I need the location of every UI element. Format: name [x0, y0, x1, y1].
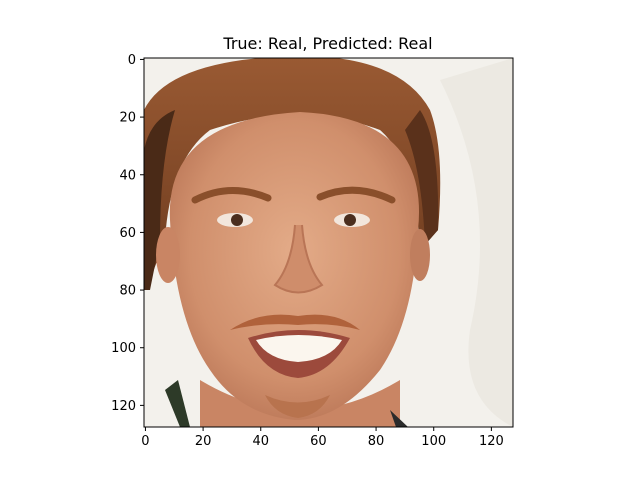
teeth — [256, 335, 342, 362]
y-tick-label: 40 — [119, 168, 136, 183]
y-tick-label: 80 — [119, 284, 136, 299]
y-tick-label: 60 — [119, 226, 136, 241]
y-tick-label: 0 — [128, 53, 136, 68]
right-eyebrow — [316, 186, 396, 204]
shirt — [165, 380, 190, 427]
hair — [144, 58, 441, 280]
chart-title: True: Real, Predicted: Real — [222, 34, 432, 53]
y-tick-label: 120 — [111, 399, 136, 414]
neck — [200, 380, 400, 427]
collar-right — [390, 410, 408, 427]
plot-frame — [143, 57, 514, 428]
x-tick-label: 120 — [479, 434, 504, 449]
left-eyebrow — [191, 186, 272, 204]
right-ear — [410, 229, 430, 281]
y-tick-label: 100 — [111, 341, 136, 356]
x-tick-label: 0 — [141, 434, 149, 449]
right-iris — [344, 214, 356, 226]
x-tick-label: 80 — [368, 434, 385, 449]
background-shading — [440, 58, 513, 427]
mustache — [230, 314, 360, 330]
left-iris — [231, 214, 243, 226]
x-tick-label: 60 — [310, 434, 327, 449]
nose — [273, 224, 324, 294]
left-ear — [156, 227, 180, 283]
x-axis: 0 20 40 60 80 100 120 — [141, 427, 504, 449]
hair-dark-left — [144, 110, 175, 290]
y-axis: 0 20 40 60 80 100 120 — [111, 53, 144, 414]
x-tick-label: 100 — [421, 434, 446, 449]
x-tick-label: 20 — [195, 434, 212, 449]
hair-dark-right — [405, 110, 439, 245]
chin-beard — [265, 395, 330, 418]
face-image — [144, 58, 513, 427]
y-tick-label: 20 — [119, 111, 136, 126]
x-tick-label: 40 — [252, 434, 269, 449]
